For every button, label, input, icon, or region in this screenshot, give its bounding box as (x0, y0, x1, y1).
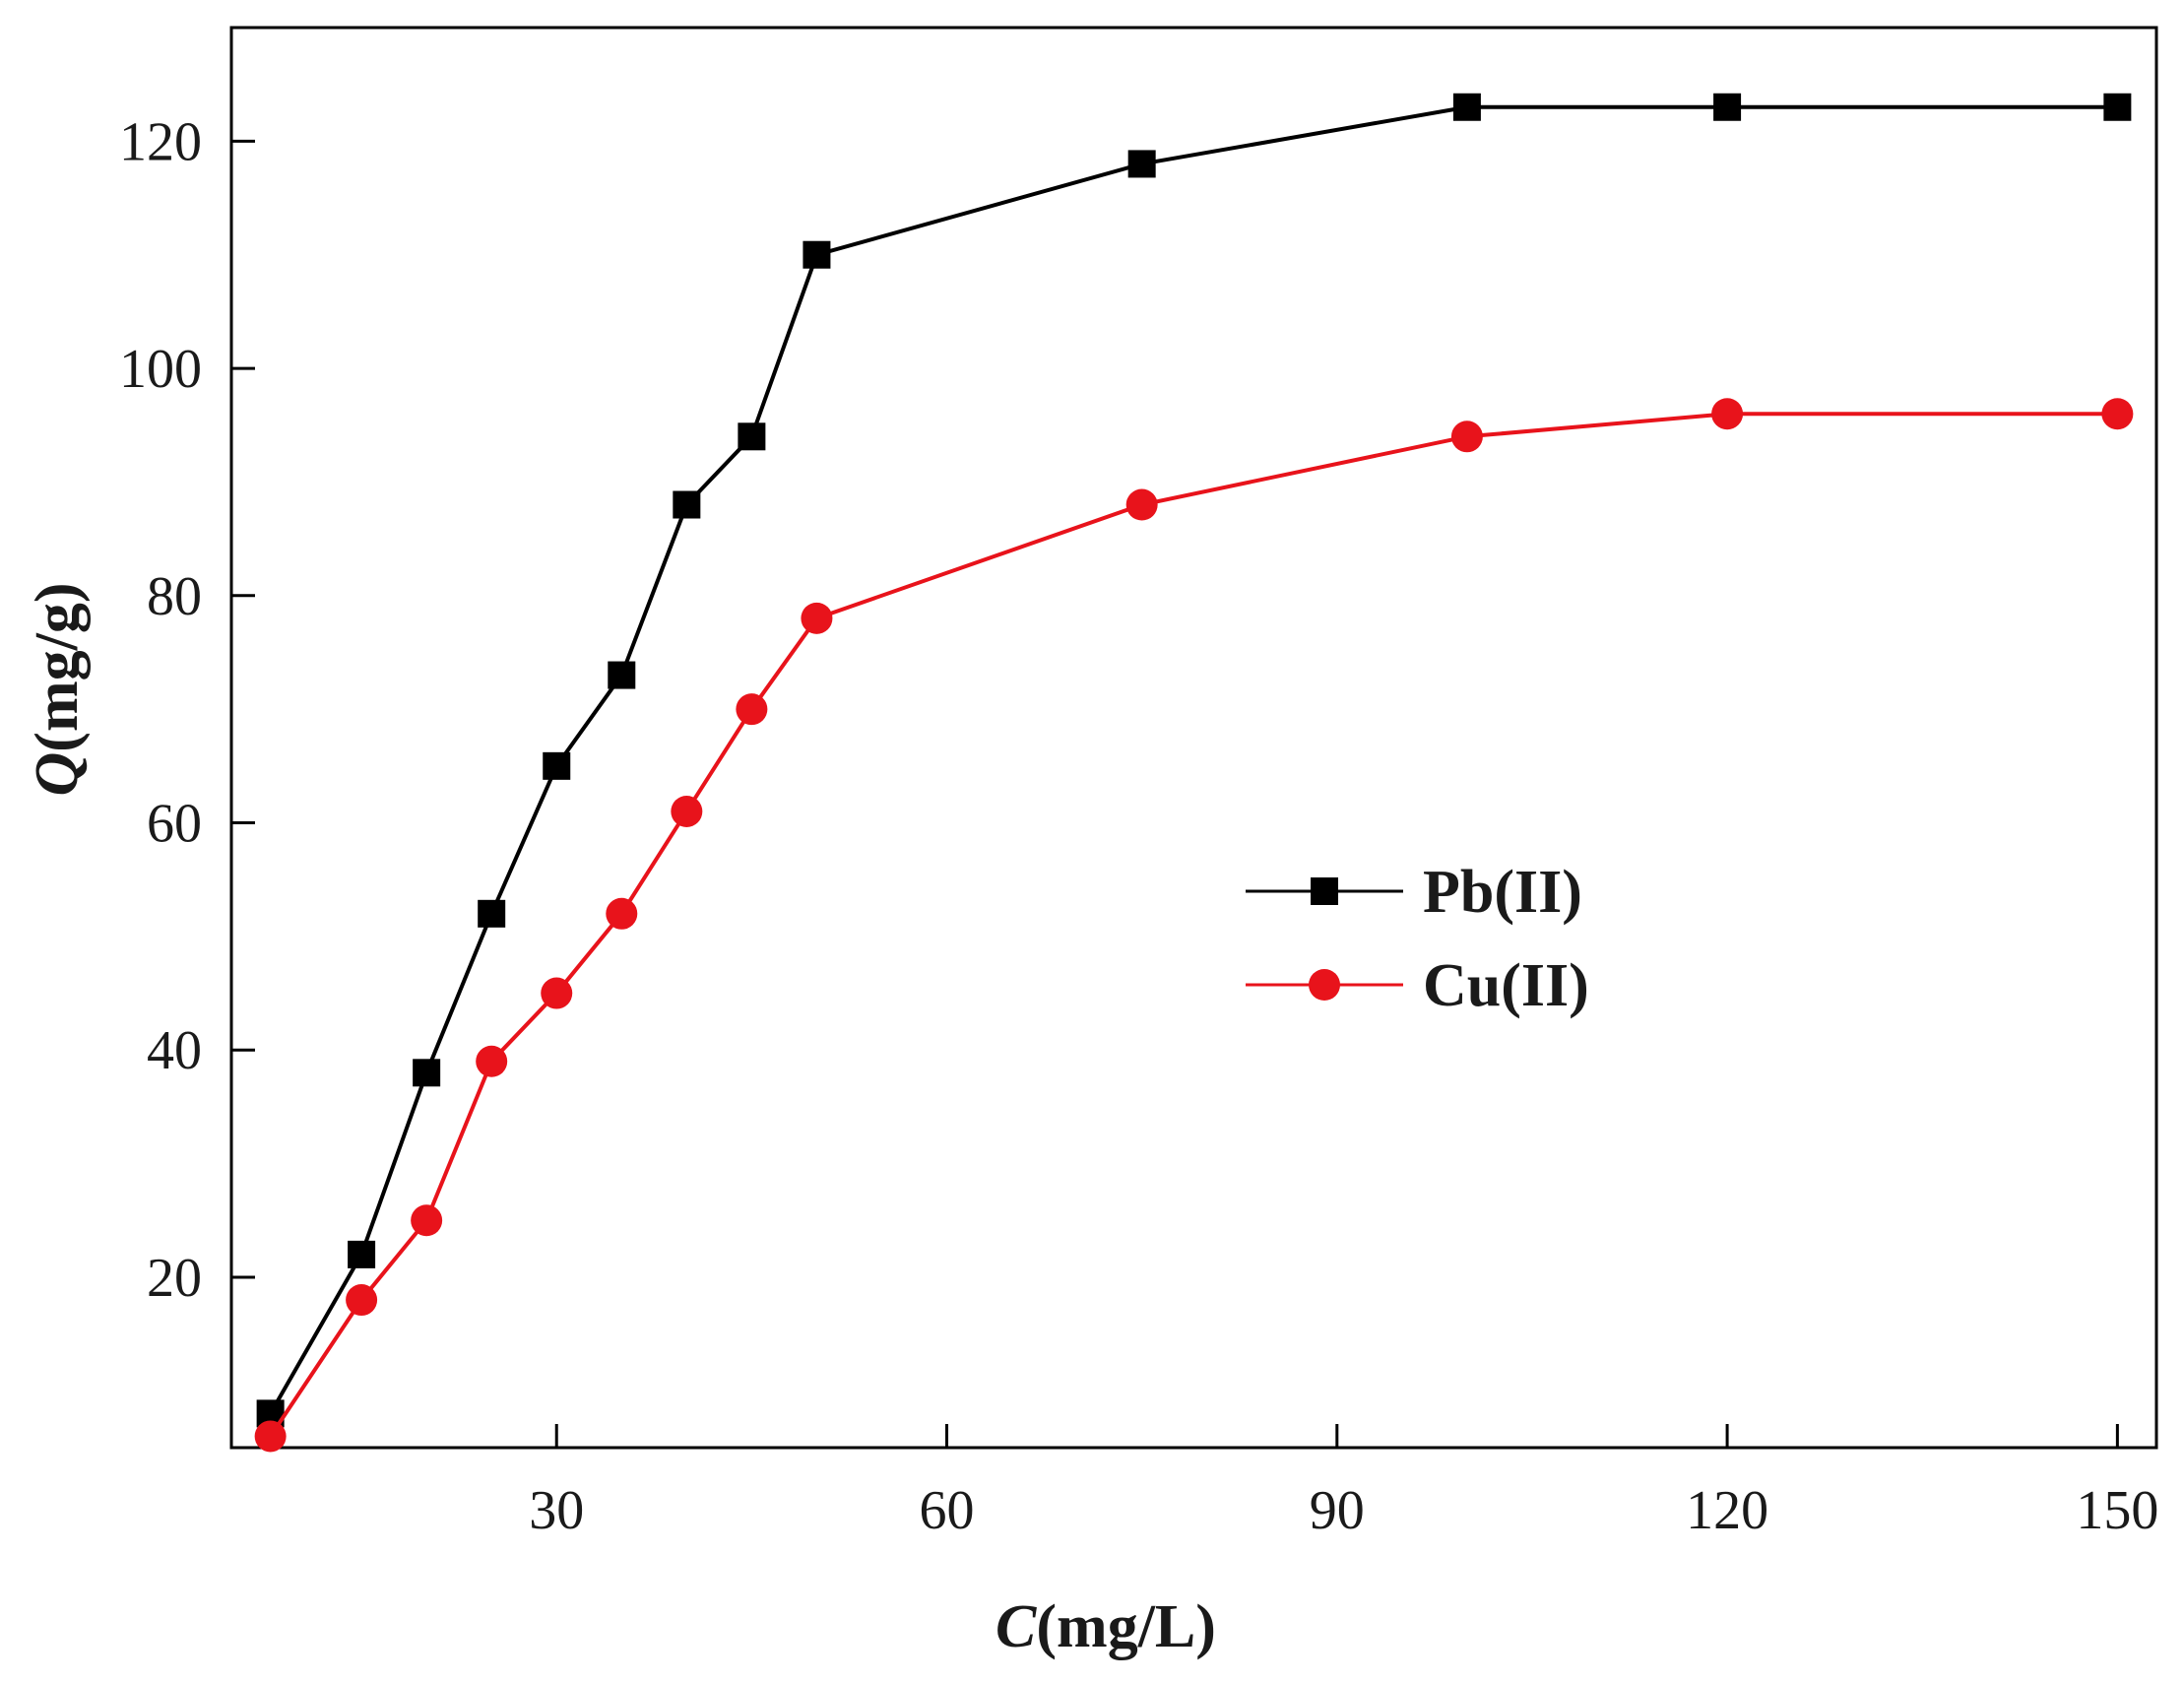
series-pb-ii (256, 93, 2132, 1428)
series-cu-ii (254, 398, 2134, 1453)
x-tick-label: 60 (920, 1480, 975, 1541)
series-layer (254, 93, 2134, 1453)
legend-marker-pb-ii (1311, 877, 1338, 905)
plot-area-frame (229, 26, 2158, 1450)
data-point-cu-ii (411, 1204, 443, 1237)
y-tick-label: 20 (147, 1248, 202, 1309)
data-point-pb-ii (673, 490, 701, 519)
data-point-pb-ii (738, 422, 766, 451)
y-axis-title: Q(mg/g) (24, 583, 91, 797)
data-point-pb-ii (1452, 93, 1481, 121)
legend: Pb(II) Cu(II) (1246, 859, 1589, 1019)
y-tick-label: 100 (119, 339, 202, 400)
data-point-pb-ii (2103, 93, 2132, 121)
data-point-pb-ii (413, 1059, 441, 1087)
y-tick-label: 40 (147, 1020, 202, 1081)
legend-label: Pb(II) (1423, 859, 1582, 926)
legend-marker-cu-ii (1309, 969, 1340, 1001)
data-point-pb-ii (608, 661, 636, 689)
data-point-cu-ii (671, 795, 703, 827)
x-axis-title: C(mg/L) (996, 1593, 1216, 1660)
data-point-pb-ii (803, 240, 831, 269)
y-tick-label: 120 (119, 111, 202, 172)
data-point-cu-ii (1125, 488, 1158, 521)
data-point-cu-ii (801, 602, 833, 634)
y-axis-variable: Q (24, 752, 91, 797)
legend-item-pb-ii: Pb(II) (1246, 859, 1582, 926)
data-point-pb-ii (478, 899, 506, 928)
data-point-cu-ii (541, 977, 573, 1009)
x-tick-label: 150 (2076, 1480, 2158, 1541)
data-point-pb-ii (348, 1240, 376, 1268)
data-point-cu-ii (1450, 421, 1483, 453)
y-tick-label: 80 (147, 566, 202, 627)
data-point-cu-ii (476, 1045, 508, 1077)
series-line-cu-ii (268, 412, 2118, 1438)
x-tick-label: 120 (1686, 1480, 1768, 1541)
x-axis-unit: (mg/L) (1036, 1593, 1216, 1660)
data-point-cu-ii (2101, 398, 2134, 430)
data-point-cu-ii (254, 1420, 287, 1453)
data-point-cu-ii (736, 693, 768, 726)
data-point-pb-ii (1127, 150, 1156, 178)
y-tick-label: 60 (147, 794, 202, 855)
data-point-cu-ii (346, 1284, 378, 1317)
x-tick-label: 90 (1310, 1480, 1365, 1541)
x-axis: 30 60 90 120 150 (529, 1424, 2158, 1541)
legend-label: Cu(II) (1423, 952, 1589, 1019)
x-axis-variable: C (996, 1593, 1037, 1660)
data-point-cu-ii (606, 897, 638, 930)
y-axis: 20 40 60 80 100 120 (119, 111, 255, 1309)
data-point-pb-ii (1713, 93, 1742, 121)
x-tick-label: 30 (529, 1480, 584, 1541)
data-point-cu-ii (1711, 398, 1744, 430)
y-axis-unit: (mg/g) (24, 583, 91, 752)
legend-item-cu-ii: Cu(II) (1246, 952, 1589, 1019)
data-point-pb-ii (543, 751, 571, 780)
